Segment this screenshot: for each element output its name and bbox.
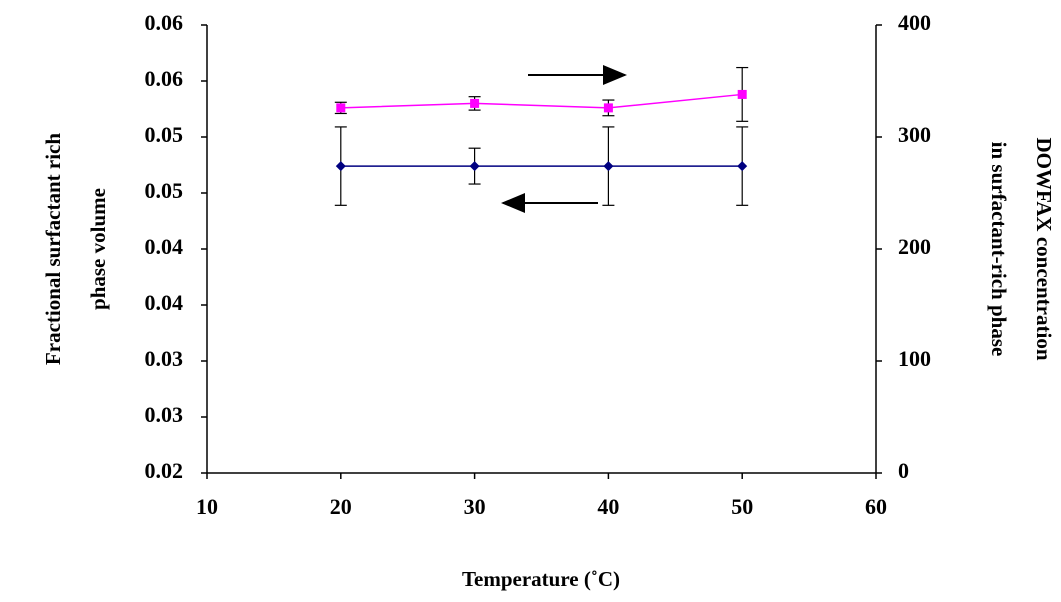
marker bbox=[336, 103, 346, 113]
y-axis-title-line: phase volume bbox=[86, 188, 110, 310]
y-tick-label: 0.06 bbox=[145, 66, 184, 91]
y-tick-label: 0.06 bbox=[145, 10, 184, 35]
y2-tick-label: 0 bbox=[898, 458, 909, 483]
y2-tick-label: 100 bbox=[898, 346, 931, 371]
y2-axis-title: DOWFAX concentration in surfactant-rich … bbox=[987, 138, 1056, 361]
marker bbox=[470, 98, 480, 108]
y-axis-title: Fractional surfactant rich phase volume bbox=[41, 133, 110, 365]
y-tick-label: 0.03 bbox=[145, 346, 184, 371]
x-axis-title: Temperature (˚C) bbox=[462, 567, 620, 591]
y-axis-title-line: Fractional surfactant rich bbox=[41, 133, 65, 365]
marker bbox=[335, 161, 346, 172]
y2-tick-label: 200 bbox=[898, 234, 931, 259]
x-tick-label: 60 bbox=[865, 494, 887, 519]
y-tick-label: 0.04 bbox=[145, 234, 184, 259]
y-tick-label: 0.02 bbox=[145, 458, 184, 483]
y-tick-label: 0.05 bbox=[145, 178, 184, 203]
y2-tick-label: 400 bbox=[898, 10, 931, 35]
series-line bbox=[340, 93, 743, 109]
y-tick-label: 0.05 bbox=[145, 122, 184, 147]
marker bbox=[737, 89, 747, 99]
marker bbox=[603, 103, 613, 113]
y2-axis-title-line: DOWFAX concentration bbox=[1032, 138, 1056, 361]
y-tick-label: 0.03 bbox=[145, 402, 184, 427]
x-tick-label: 10 bbox=[196, 494, 218, 519]
marker bbox=[469, 161, 480, 172]
y2-tick-label: 300 bbox=[898, 122, 931, 147]
x-tick-label: 50 bbox=[731, 494, 753, 519]
x-tick-label: 20 bbox=[330, 494, 352, 519]
marker bbox=[603, 161, 614, 172]
x-tick-label: 40 bbox=[597, 494, 619, 519]
marker bbox=[737, 161, 748, 172]
x-tick-label: 30 bbox=[464, 494, 486, 519]
y2-axis-title-line: in surfactant-rich phase bbox=[987, 142, 1011, 357]
y-tick-label: 0.04 bbox=[145, 290, 184, 315]
